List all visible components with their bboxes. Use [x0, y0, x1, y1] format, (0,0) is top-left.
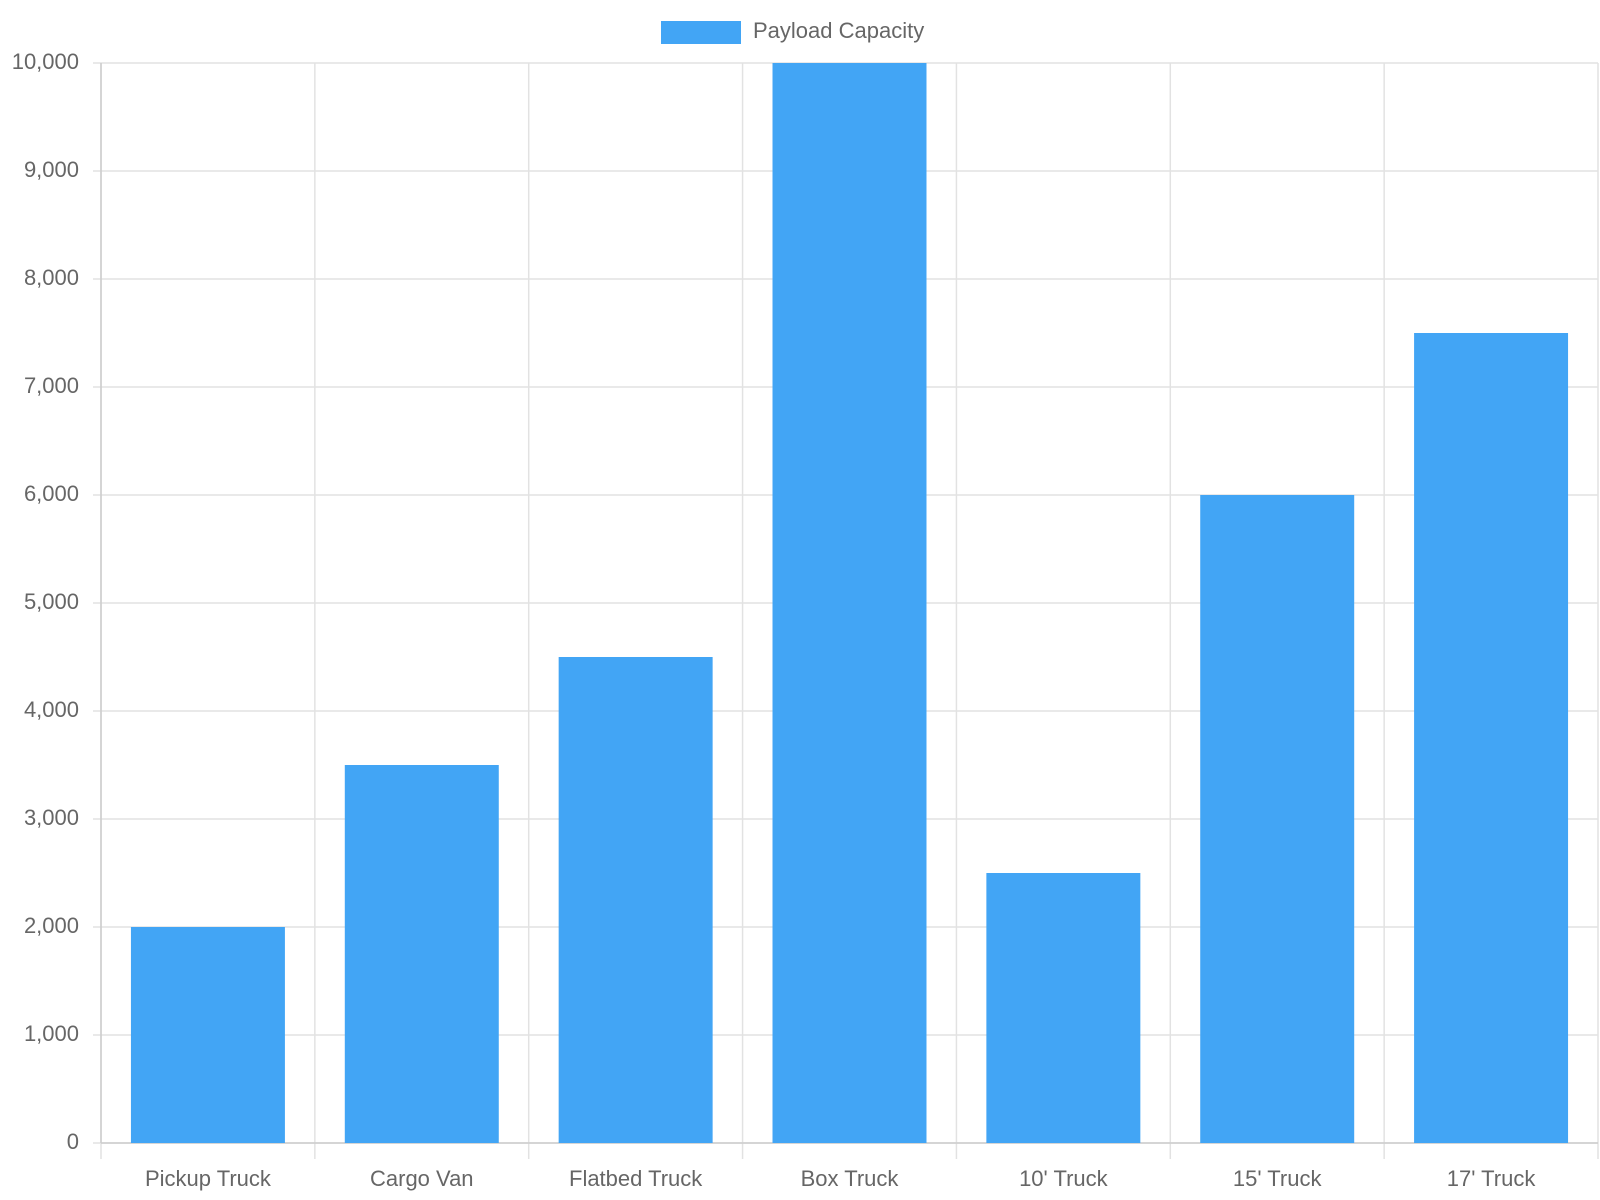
bar — [1414, 333, 1569, 1143]
x-tick-label: 15' Truck — [1233, 1166, 1323, 1191]
y-tick-label: 0 — [67, 1129, 79, 1154]
bar — [558, 657, 713, 1143]
y-tick-label: 3,000 — [24, 805, 79, 830]
bar — [986, 873, 1141, 1143]
bar — [344, 765, 499, 1143]
y-tick-label: 10,000 — [12, 49, 79, 74]
x-tick-label: 17' Truck — [1447, 1166, 1537, 1191]
x-tick-label: Pickup Truck — [145, 1166, 272, 1191]
bar — [772, 63, 927, 1143]
y-tick-label: 2,000 — [24, 913, 79, 938]
x-tick-label: 10' Truck — [1019, 1166, 1109, 1191]
x-tick-label: Cargo Van — [370, 1166, 474, 1191]
y-tick-label: 4,000 — [24, 697, 79, 722]
legend-swatch — [661, 21, 741, 44]
bar — [130, 927, 285, 1143]
y-tick-label: 6,000 — [24, 481, 79, 506]
y-tick-label: 1,000 — [24, 1021, 79, 1046]
y-tick-label: 7,000 — [24, 373, 79, 398]
x-tick-label: Flatbed Truck — [569, 1166, 703, 1191]
y-tick-label: 5,000 — [24, 589, 79, 614]
y-tick-label: 8,000 — [24, 265, 79, 290]
legend-label: Payload Capacity — [753, 18, 924, 43]
x-tick-label: Box Truck — [801, 1166, 900, 1191]
y-tick-label: 9,000 — [24, 157, 79, 182]
bar — [1200, 495, 1355, 1143]
